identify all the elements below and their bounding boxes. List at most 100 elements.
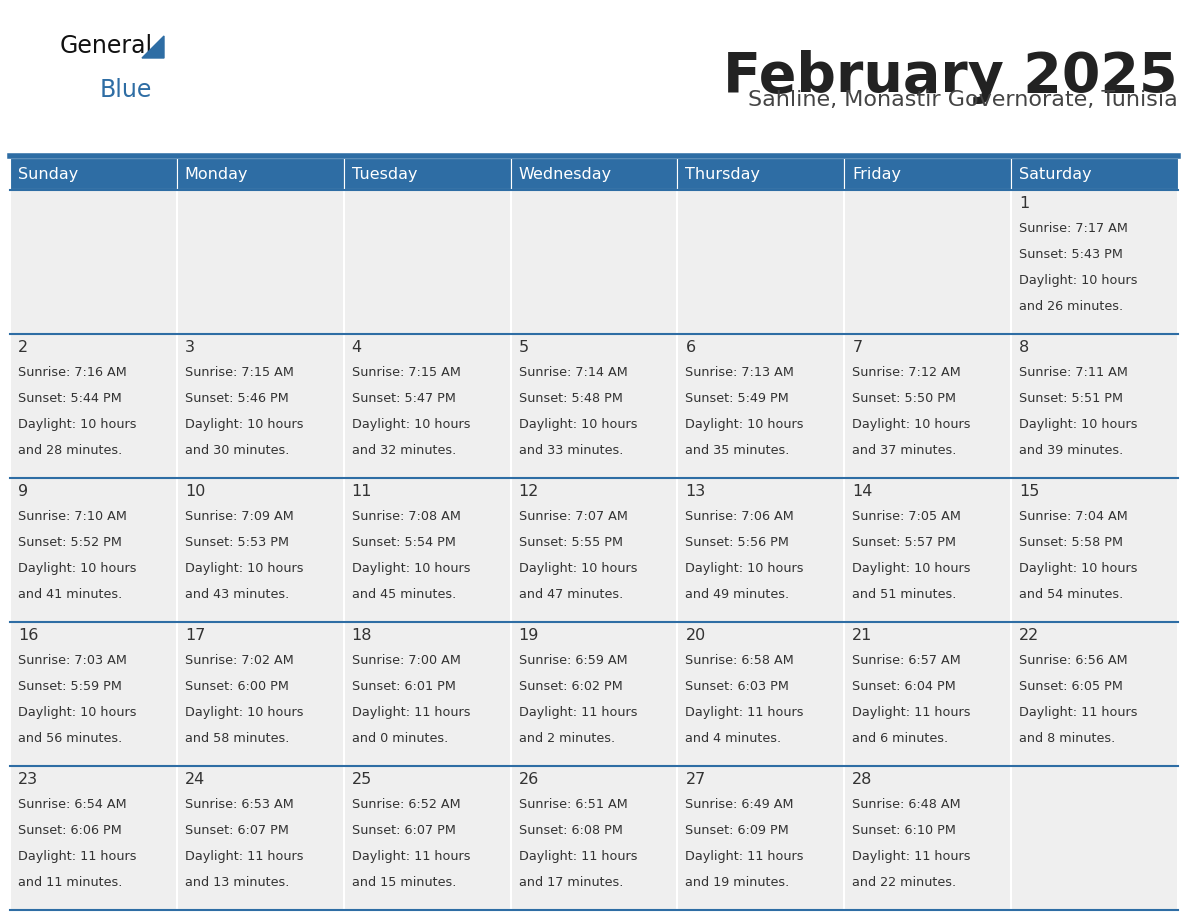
Text: Sunset: 5:54 PM: Sunset: 5:54 PM [352,536,455,549]
Text: Sunrise: 7:10 AM: Sunrise: 7:10 AM [18,510,127,523]
Bar [10,478,177,622]
Text: Daylight: 10 hours: Daylight: 10 hours [1019,419,1138,431]
Text: Sunset: 6:04 PM: Sunset: 6:04 PM [852,680,956,693]
Bar [845,190,1011,334]
Text: General: General [61,34,153,58]
Text: Sunset: 6:02 PM: Sunset: 6:02 PM [519,680,623,693]
Text: Sunrise: 6:48 AM: Sunrise: 6:48 AM [852,798,961,812]
Text: Daylight: 10 hours: Daylight: 10 hours [1019,274,1138,287]
Text: Thursday: Thursday [685,166,760,182]
Text: Daylight: 11 hours: Daylight: 11 hours [18,850,137,863]
Text: Sunset: 6:08 PM: Sunset: 6:08 PM [519,824,623,837]
Text: 19: 19 [519,628,539,643]
Bar [677,478,845,622]
Text: Daylight: 11 hours: Daylight: 11 hours [685,850,804,863]
Text: Sunrise: 7:09 AM: Sunrise: 7:09 AM [185,510,293,523]
Text: Sunset: 5:55 PM: Sunset: 5:55 PM [519,536,623,549]
Text: and 26 minutes.: and 26 minutes. [1019,300,1124,313]
Text: 15: 15 [1019,484,1040,499]
Bar [343,622,511,766]
Bar [845,158,1011,190]
Bar [10,334,177,478]
Text: Daylight: 11 hours: Daylight: 11 hours [852,706,971,719]
Text: Blue: Blue [100,78,152,102]
Bar [10,158,177,190]
Text: and 51 minutes.: and 51 minutes. [852,588,956,601]
Text: February 2025: February 2025 [723,50,1178,104]
Text: 17: 17 [185,628,206,643]
Text: Sunrise: 7:11 AM: Sunrise: 7:11 AM [1019,366,1129,379]
Text: Sunrise: 7:02 AM: Sunrise: 7:02 AM [185,654,293,667]
Text: Sunrise: 6:54 AM: Sunrise: 6:54 AM [18,798,127,812]
Text: Daylight: 10 hours: Daylight: 10 hours [519,562,637,576]
Text: Sunset: 6:06 PM: Sunset: 6:06 PM [18,824,121,837]
Text: Sunset: 6:09 PM: Sunset: 6:09 PM [685,824,789,837]
Bar [677,190,845,334]
Text: and 0 minutes.: and 0 minutes. [352,733,448,745]
Text: Tuesday: Tuesday [352,166,417,182]
Text: Sunset: 6:00 PM: Sunset: 6:00 PM [185,680,289,693]
Text: Sunset: 5:43 PM: Sunset: 5:43 PM [1019,248,1123,261]
Text: 5: 5 [519,340,529,355]
Text: Sunset: 6:07 PM: Sunset: 6:07 PM [185,824,289,837]
Text: and 56 minutes.: and 56 minutes. [18,733,122,745]
Text: 2: 2 [18,340,29,355]
Text: Sunrise: 7:15 AM: Sunrise: 7:15 AM [352,366,461,379]
Bar [511,190,677,334]
Text: 8: 8 [1019,340,1029,355]
Bar [1011,478,1178,622]
Text: and 49 minutes.: and 49 minutes. [685,588,790,601]
Text: and 2 minutes.: and 2 minutes. [519,733,614,745]
Bar [845,334,1011,478]
Bar [343,190,511,334]
Text: Sunset: 5:57 PM: Sunset: 5:57 PM [852,536,956,549]
Bar [511,766,677,910]
Bar [343,158,511,190]
Text: Sunrise: 6:56 AM: Sunrise: 6:56 AM [1019,654,1127,667]
Text: Sunrise: 6:51 AM: Sunrise: 6:51 AM [519,798,627,812]
Text: 1: 1 [1019,196,1029,211]
Text: Sunrise: 6:58 AM: Sunrise: 6:58 AM [685,654,795,667]
Text: Daylight: 10 hours: Daylight: 10 hours [852,562,971,576]
Text: 12: 12 [519,484,539,499]
Bar [343,334,511,478]
Text: Sunrise: 7:06 AM: Sunrise: 7:06 AM [685,510,795,523]
Text: and 58 minutes.: and 58 minutes. [185,733,289,745]
Text: Sunrise: 6:52 AM: Sunrise: 6:52 AM [352,798,460,812]
Text: Daylight: 10 hours: Daylight: 10 hours [185,562,303,576]
Bar [1011,334,1178,478]
Text: Sunset: 5:51 PM: Sunset: 5:51 PM [1019,392,1123,405]
Text: Sunset: 6:05 PM: Sunset: 6:05 PM [1019,680,1123,693]
Text: Daylight: 11 hours: Daylight: 11 hours [352,850,470,863]
Text: Sunrise: 6:59 AM: Sunrise: 6:59 AM [519,654,627,667]
Bar [10,190,177,334]
Text: and 39 minutes.: and 39 minutes. [1019,444,1124,457]
Text: Daylight: 10 hours: Daylight: 10 hours [352,562,470,576]
Text: Sunset: 5:44 PM: Sunset: 5:44 PM [18,392,121,405]
Text: Wednesday: Wednesday [519,166,612,182]
Text: Daylight: 10 hours: Daylight: 10 hours [519,419,637,431]
Text: 10: 10 [185,484,206,499]
Text: Saturday: Saturday [1019,166,1092,182]
Text: 24: 24 [185,772,206,787]
Text: Sunrise: 7:13 AM: Sunrise: 7:13 AM [685,366,795,379]
Text: 6: 6 [685,340,695,355]
Text: Daylight: 10 hours: Daylight: 10 hours [18,706,137,719]
Text: 7: 7 [852,340,862,355]
Text: Daylight: 11 hours: Daylight: 11 hours [685,706,804,719]
Text: Sunrise: 7:17 AM: Sunrise: 7:17 AM [1019,222,1129,235]
Text: and 30 minutes.: and 30 minutes. [185,444,289,457]
Text: Daylight: 10 hours: Daylight: 10 hours [685,419,804,431]
Text: and 6 minutes.: and 6 minutes. [852,733,948,745]
Text: 23: 23 [18,772,38,787]
Text: and 47 minutes.: and 47 minutes. [519,588,623,601]
Bar [343,478,511,622]
Text: Daylight: 11 hours: Daylight: 11 hours [1019,706,1138,719]
Text: and 43 minutes.: and 43 minutes. [185,588,289,601]
Text: Sunset: 5:49 PM: Sunset: 5:49 PM [685,392,789,405]
Text: Daylight: 11 hours: Daylight: 11 hours [519,850,637,863]
Text: Daylight: 10 hours: Daylight: 10 hours [185,706,303,719]
Text: Daylight: 10 hours: Daylight: 10 hours [852,419,971,431]
Bar [1011,766,1178,910]
Bar [677,622,845,766]
